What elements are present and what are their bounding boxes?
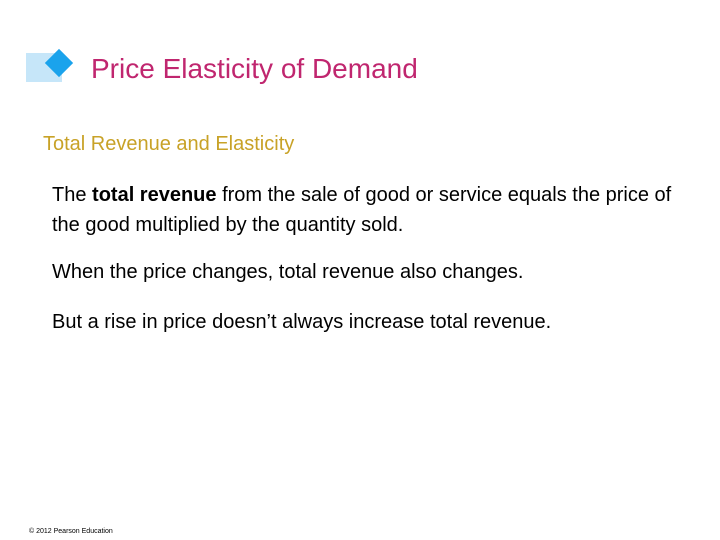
term-total-revenue: total revenue	[92, 184, 217, 206]
paragraph-total-revenue-definition: The total revenue from the sale of good …	[52, 180, 692, 240]
paragraph-text: The	[52, 184, 93, 206]
paragraph-text: from the sale of good or service equals …	[52, 184, 672, 236]
paragraph-price-change: When the price changes, total revenue al…	[52, 261, 524, 283]
slide-title: Price Elasticity of Demand	[91, 53, 418, 84]
paragraph-price-rise: But a rise in price doesn’t always incre…	[52, 311, 552, 333]
copyright-footer: © 2012 Pearson Education	[29, 528, 113, 535]
slide-subtitle: Total Revenue and Elasticity	[43, 133, 295, 155]
